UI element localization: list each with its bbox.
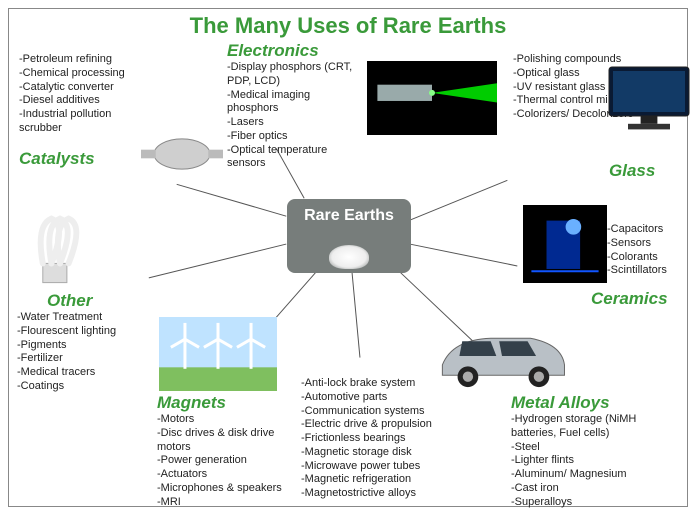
- list-item: Magnetostrictive alloys: [301, 487, 451, 501]
- list-item: Microwave power tubes: [301, 460, 451, 474]
- list-item: Coatings: [17, 380, 147, 394]
- category-title-ceramics: Ceramics: [591, 289, 668, 309]
- category-title-magnets: Magnets: [157, 393, 226, 413]
- list-item: Chemical processing: [19, 67, 149, 81]
- category-title-other: Other: [47, 291, 92, 311]
- list-item: Magnetic refrigeration: [301, 473, 451, 487]
- list-item: Flourescent lighting: [17, 325, 147, 339]
- list-item: Electric drive & propulsion: [301, 418, 451, 432]
- list-item: Petroleum refining: [19, 53, 149, 67]
- ceramic-device-icon: [523, 205, 607, 283]
- list-item: Superalloys: [511, 496, 681, 510]
- list-item: Fiber optics: [227, 130, 357, 144]
- list-item: MRI: [157, 496, 297, 510]
- list-item: Communication systems: [301, 405, 451, 419]
- list-item: Lasers: [227, 116, 357, 130]
- list-item: Capacitors: [607, 223, 696, 237]
- category-list-unlabeled_center_bottom: Anti-lock brake systemAutomotive partsCo…: [301, 377, 451, 501]
- list-item: Steel: [511, 441, 681, 455]
- category-title-metal_alloys: Metal Alloys: [511, 393, 610, 413]
- list-item: Fertilizer: [17, 352, 147, 366]
- cfl-bulb-icon: [17, 209, 103, 289]
- list-item: Medical imaging phosphors: [227, 89, 357, 117]
- list-item: Scintillators: [607, 264, 696, 278]
- list-item: Magnetic storage disk: [301, 446, 451, 460]
- category-title-electronics: Electronics: [227, 41, 319, 61]
- category-list-electronics: Display phosphors (CRT, PDP, LCD)Medical…: [227, 61, 357, 171]
- list-item: Diesel additives: [19, 94, 149, 108]
- list-item: Automotive parts: [301, 391, 451, 405]
- center-hub: Rare Earths: [287, 199, 411, 273]
- category-title-catalysts: Catalysts: [19, 149, 95, 169]
- list-item: Catalytic converter: [19, 81, 149, 95]
- category-list-ceramics: CapacitorsSensorsColorantsScintillators: [607, 223, 696, 278]
- wind-turbines-icon: [159, 317, 277, 391]
- list-item: Actuators: [157, 468, 297, 482]
- rare-earth-powder-icon: [329, 245, 369, 269]
- list-item: Hydrogen storage (NiMH batteries, Fuel c…: [511, 413, 681, 441]
- laser-icon: [367, 61, 497, 135]
- list-item: Lighter flints: [511, 454, 681, 468]
- list-item: Microphones & speakers: [157, 482, 297, 496]
- list-item: Industrial pollution scrubber: [19, 108, 149, 136]
- main-title: The Many Uses of Rare Earths: [9, 13, 687, 39]
- list-item: Medical tracers: [17, 366, 147, 380]
- category-list-metal_alloys: Hydrogen storage (NiMH batteries, Fuel c…: [511, 413, 681, 509]
- list-item: Disc drives & disk drive motors: [157, 427, 297, 455]
- list-item: Aluminum/ Magnesium: [511, 468, 681, 482]
- list-item: Optical temperature sensors: [227, 144, 357, 172]
- list-item: Motors: [157, 413, 297, 427]
- center-label: Rare Earths: [304, 207, 394, 224]
- list-item: Cast iron: [511, 482, 681, 496]
- list-item: Pigments: [17, 339, 147, 353]
- monitor-icon: [607, 65, 691, 135]
- list-item: Frictionless bearings: [301, 432, 451, 446]
- list-item: Power generation: [157, 454, 297, 468]
- list-item: Display phosphors (CRT, PDP, LCD): [227, 61, 357, 89]
- list-item: Colorants: [607, 251, 696, 265]
- category-list-other: Water TreatmentFlourescent lightingPigme…: [17, 311, 147, 394]
- category-list-magnets: MotorsDisc drives & disk drive motorsPow…: [157, 413, 297, 509]
- category-title-glass: Glass: [609, 161, 655, 181]
- category-list-catalysts: Petroleum refiningChemical processingCat…: [19, 53, 149, 136]
- list-item: Sensors: [607, 237, 696, 251]
- list-item: Water Treatment: [17, 311, 147, 325]
- car-icon: [431, 319, 573, 393]
- infographic-canvas: The Many Uses of Rare Earths Rare Earths…: [8, 8, 688, 507]
- list-item: Anti-lock brake system: [301, 377, 451, 391]
- catalytic-converter-icon: [141, 127, 223, 181]
